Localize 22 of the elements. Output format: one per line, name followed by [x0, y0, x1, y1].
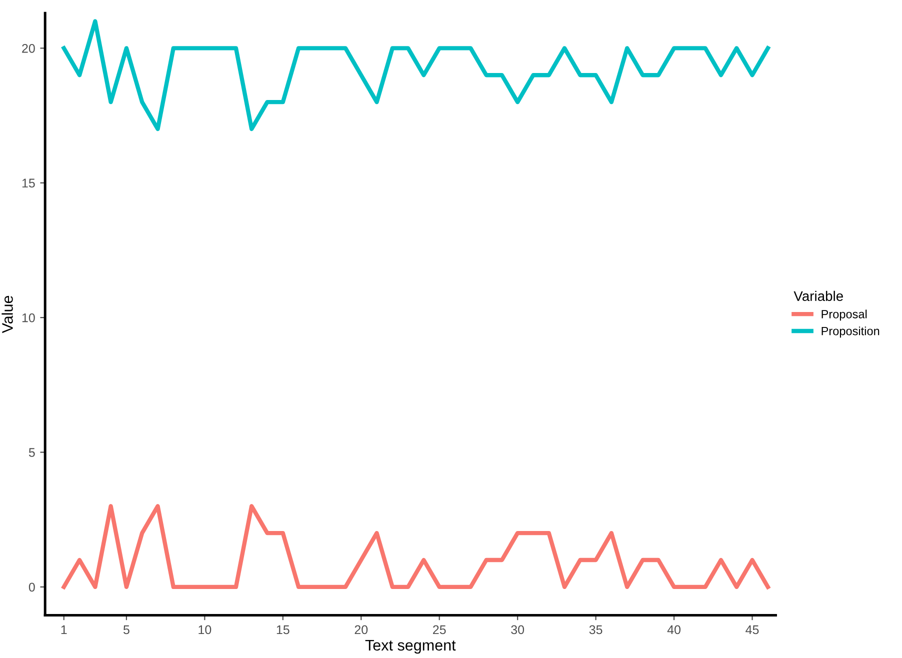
y-axis-title: Value: [2, 296, 13, 334]
y-tick-label: 15: [22, 178, 35, 188]
x-tick-label: 45: [746, 625, 759, 634]
x-tick-label: 15: [276, 625, 290, 634]
x-tick-label: 35: [589, 625, 602, 634]
y-tick-label: 5: [28, 448, 35, 457]
x-tick-label: 20: [354, 625, 368, 634]
legend-label: Proposal: [822, 310, 867, 321]
x-tick-label: 25: [433, 625, 446, 634]
x-axis-title: Text segment: [365, 640, 456, 654]
legend-label: Proposition: [822, 326, 880, 338]
line-series: [62, 19, 770, 132]
y-tick-label: 0: [28, 582, 35, 592]
x-tick-label: 5: [123, 625, 130, 634]
y-tick-label: 10: [22, 313, 35, 322]
line-series: [62, 504, 770, 590]
legend-title: Variable: [794, 290, 843, 302]
x-tick-label: 10: [198, 625, 212, 634]
x-tick-label: 1: [61, 625, 67, 634]
x-tick-label: 40: [667, 625, 680, 634]
x-tick-label: 30: [511, 625, 524, 634]
y-tick-label: 20: [22, 44, 35, 53]
